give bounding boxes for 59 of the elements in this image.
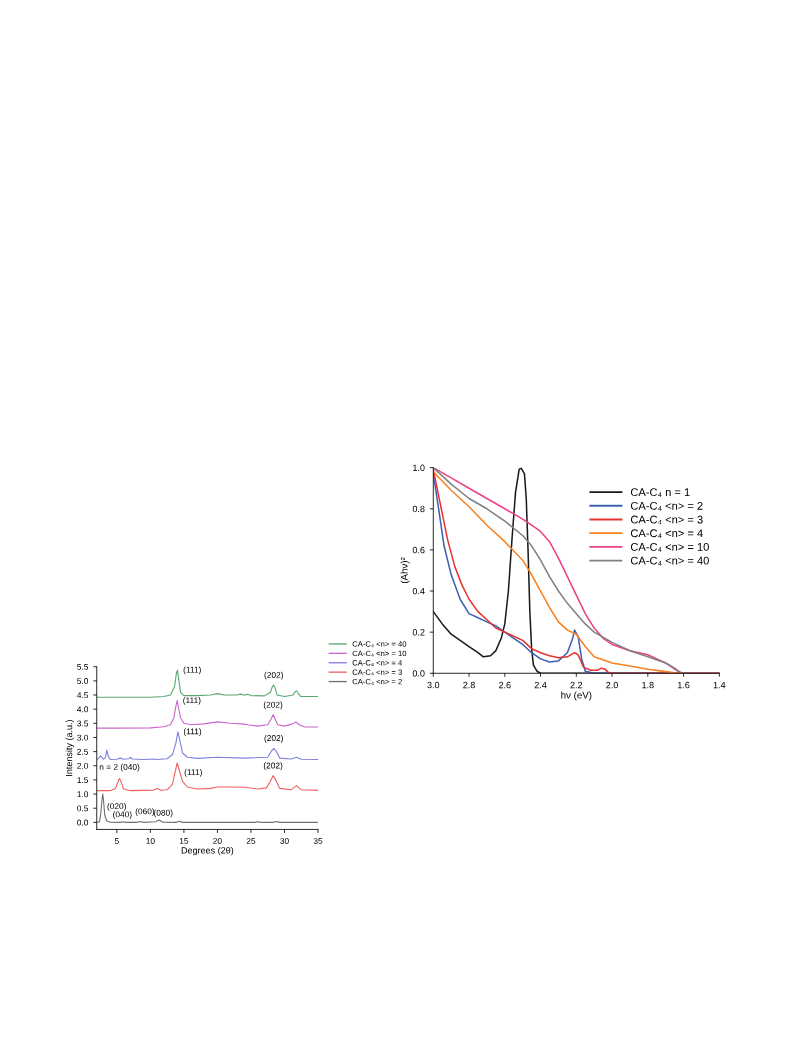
legend-label: CA-C₄ <n> = 3 [630,515,703,525]
legend-label: CA-C₄ <n> = 10 [630,542,709,552]
y-tick-label: 0.5 [77,805,89,812]
x-tick-label: 1.4 [713,681,726,689]
y-tick-label: 2.5 [77,748,89,755]
legend-label: CA-C₄ n = 1 [630,488,690,497]
y-tick-label: 4.5 [77,692,89,699]
x-tick-label: 2.2 [570,681,583,689]
line-series [96,762,318,792]
y-tick-label: 0.0 [412,670,425,677]
x-tick-label: 15 [179,838,189,844]
y-tick-label: 0.6 [412,546,425,554]
x-tick-label: 20 [213,837,222,844]
x-tick-label: 3.0 [427,681,440,689]
y-tick-label: 0.8 [412,505,425,513]
y-tick-label: 0.0 [77,819,89,826]
annotation: (202) [263,762,283,771]
x-tick-label: 2.6 [498,681,511,689]
annotation: (202) [264,671,283,680]
y-tick-label: 1.0 [77,791,89,798]
y-tick-label: 4.0 [77,706,89,713]
x-tick-label: 35 [313,837,323,844]
x-tick-label: 5 [114,838,119,844]
annotation: (111) [183,697,201,705]
y-tick-label: 2.0 [77,762,89,769]
y-tick-label: 3.0 [77,734,89,741]
y-tick-label: 1.0 [413,464,425,472]
annotation: (202) [264,734,283,743]
y-axis-title: (Ahν)² [400,557,410,584]
x-tick-label: 1.8 [642,681,654,689]
y-tick-label: 0.4 [412,587,425,595]
y-tick-label: 3.5 [77,720,89,727]
y-axis-title: Intensity (a.u.) [65,720,75,776]
annotation: (111) [184,769,202,777]
annotation: n = 2 (040) [99,763,140,772]
x-tick-label: 30 [280,837,289,844]
x-tick-label: 1.6 [677,681,690,689]
annotation: (111) [183,666,201,675]
annotation: (111) [183,728,202,736]
x-tick-label: 2.4 [534,681,547,689]
x-axis-title: Degrees (2θ) [181,846,234,856]
x-tick-label: 25 [246,837,256,844]
x-tick-label: 2.0 [606,681,618,689]
y-tick-label: 5.0 [77,678,89,684]
annotation: (202) [263,701,283,710]
x-tick-label: 10 [146,837,155,844]
x-axis-title: hν (eV) [561,691,592,701]
y-tick-label: 0.2 [412,629,425,636]
y-tick-label: 1.5 [77,777,89,784]
annotation: (020) [107,802,126,811]
annotation: (080) [154,809,173,818]
line-series [96,793,318,823]
legend-label: CA-C₄ <n> = 2 [630,501,703,511]
x-tick-label: 2.8 [463,681,475,689]
annotation: (060) [135,808,155,816]
legend-label: CA-C₄ <n> = 4 [630,529,703,539]
legend-label: CA-C₄ <n> = 40 [630,556,709,566]
y-tick-label: 5.5 [77,664,89,670]
annotation: (040) [113,811,132,820]
